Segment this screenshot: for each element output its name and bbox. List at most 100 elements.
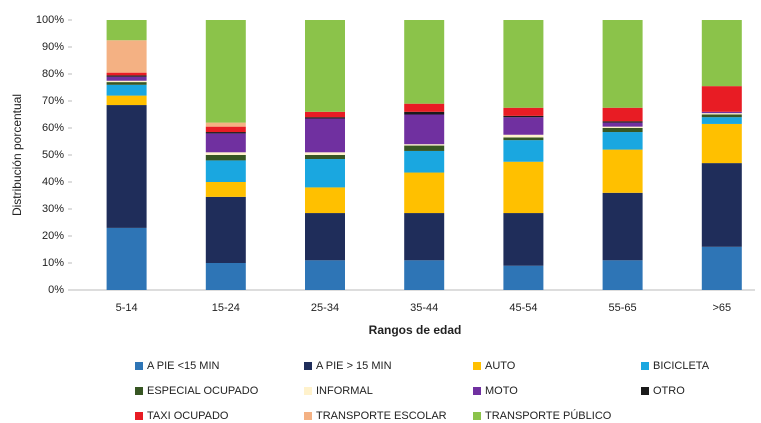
bar-segment — [205, 196, 246, 263]
bar-segment — [602, 121, 643, 123]
bar-segment — [404, 260, 445, 290]
bar-segment — [305, 159, 345, 188]
bar-segment — [701, 117, 742, 124]
bar-segment — [701, 246, 742, 290]
legend-swatch — [135, 362, 143, 370]
bar-segment — [106, 75, 147, 77]
y-tick-label: 30% — [42, 203, 64, 215]
bar-segment — [503, 137, 544, 141]
y-tick-label: 50% — [42, 149, 64, 161]
bar-segment — [205, 182, 246, 197]
bar-segment — [305, 152, 345, 155]
x-axis-title: Rangos de edad — [369, 323, 462, 337]
bar-segment — [404, 145, 445, 151]
bar-segment — [305, 20, 345, 112]
bar-segment — [305, 111, 345, 118]
bar-segment — [602, 107, 643, 122]
bar-segment — [404, 103, 445, 112]
bar-segment — [701, 123, 742, 164]
bar-segment — [106, 20, 147, 41]
bar-segment — [701, 113, 742, 115]
x-tick-label: 35-44 — [410, 302, 438, 314]
y-tick-label: 10% — [42, 257, 64, 269]
x-tick-label: >65 — [712, 302, 731, 314]
bar-segment — [404, 114, 445, 145]
legend-swatch — [473, 412, 481, 420]
legend-swatch — [641, 387, 649, 395]
bar-segment — [106, 95, 147, 106]
legend-swatch — [473, 387, 481, 395]
bar-segment — [106, 84, 147, 96]
legend-swatch — [641, 362, 649, 370]
bar-segment — [205, 20, 246, 123]
x-tick-label: 45-54 — [509, 302, 537, 314]
y-tick-label: 40% — [42, 176, 64, 188]
legend-swatch — [135, 387, 143, 395]
bar-segment — [701, 163, 742, 247]
legend-label: AUTO — [485, 360, 516, 372]
bar-segment — [106, 76, 147, 81]
y-tick-label: 0% — [48, 284, 64, 296]
y-tick-label: 70% — [42, 95, 64, 107]
bar-segment — [106, 80, 147, 83]
y-tick-label: 60% — [42, 122, 64, 134]
bar-segment — [503, 140, 544, 162]
bar-segment — [205, 126, 246, 133]
bar-segment — [205, 152, 246, 155]
bar-segment — [305, 117, 345, 119]
bar-segment — [503, 134, 544, 138]
bar-segment — [602, 126, 643, 128]
y-tick-label: 100% — [36, 14, 64, 26]
bar-segment — [205, 155, 246, 161]
legend-swatch — [135, 412, 143, 420]
y-tick-label: 90% — [42, 41, 64, 53]
y-tick-label: 80% — [42, 68, 64, 80]
legend-label: BICICLETA — [653, 360, 710, 372]
bar-segment — [503, 107, 544, 116]
bar-segment — [305, 118, 345, 153]
bar-segment — [602, 132, 643, 150]
bar-segment — [503, 213, 544, 266]
bar-segment — [106, 40, 147, 73]
bar-segment — [305, 260, 345, 290]
legend-label: OTRO — [653, 385, 685, 397]
bar-segment — [404, 111, 445, 115]
bar-segment — [701, 20, 742, 87]
bar-segment — [106, 72, 147, 76]
legend-swatch — [473, 362, 481, 370]
bar-segment — [404, 213, 445, 261]
bar-segment — [602, 128, 643, 133]
legend-swatch — [304, 412, 312, 420]
legend-label: ESPECIAL OCUPADO — [147, 385, 259, 397]
bar-segment — [106, 227, 147, 290]
x-tick-label: 55-65 — [609, 302, 637, 314]
bar-segment — [701, 86, 742, 112]
bar-segment — [602, 149, 643, 193]
bar-segment — [205, 122, 246, 127]
bar-segment — [404, 150, 445, 173]
bar-segment — [503, 115, 544, 118]
bar-segment — [602, 20, 643, 108]
bar-segment — [305, 187, 345, 214]
legend-swatch — [304, 362, 312, 370]
bar-segment — [404, 20, 445, 104]
bar-segment — [503, 265, 544, 290]
bar-segment — [205, 133, 246, 153]
legend-label: A PIE > 15 MIN — [316, 360, 392, 372]
bar-segment — [205, 132, 246, 134]
legend-label: INFORMAL — [316, 385, 373, 397]
legend-label: TRANSPORTE ESCOLAR — [316, 410, 447, 422]
legend-label: MOTO — [485, 385, 518, 397]
bar-segment — [305, 155, 345, 160]
x-tick-label: 15-24 — [212, 302, 240, 314]
x-tick-label: 5-14 — [116, 302, 138, 314]
bar-segment — [106, 105, 147, 228]
y-tick-label: 20% — [42, 230, 64, 242]
bar-segment — [602, 260, 643, 290]
bar-segment — [602, 192, 643, 261]
y-axis-title: Distribución porcentual — [10, 94, 24, 216]
legend-label: A PIE <15 MIN — [147, 360, 220, 372]
x-tick-label: 25-34 — [311, 302, 339, 314]
legend-label: TRANSPORTE PÚBLICO — [485, 409, 612, 422]
